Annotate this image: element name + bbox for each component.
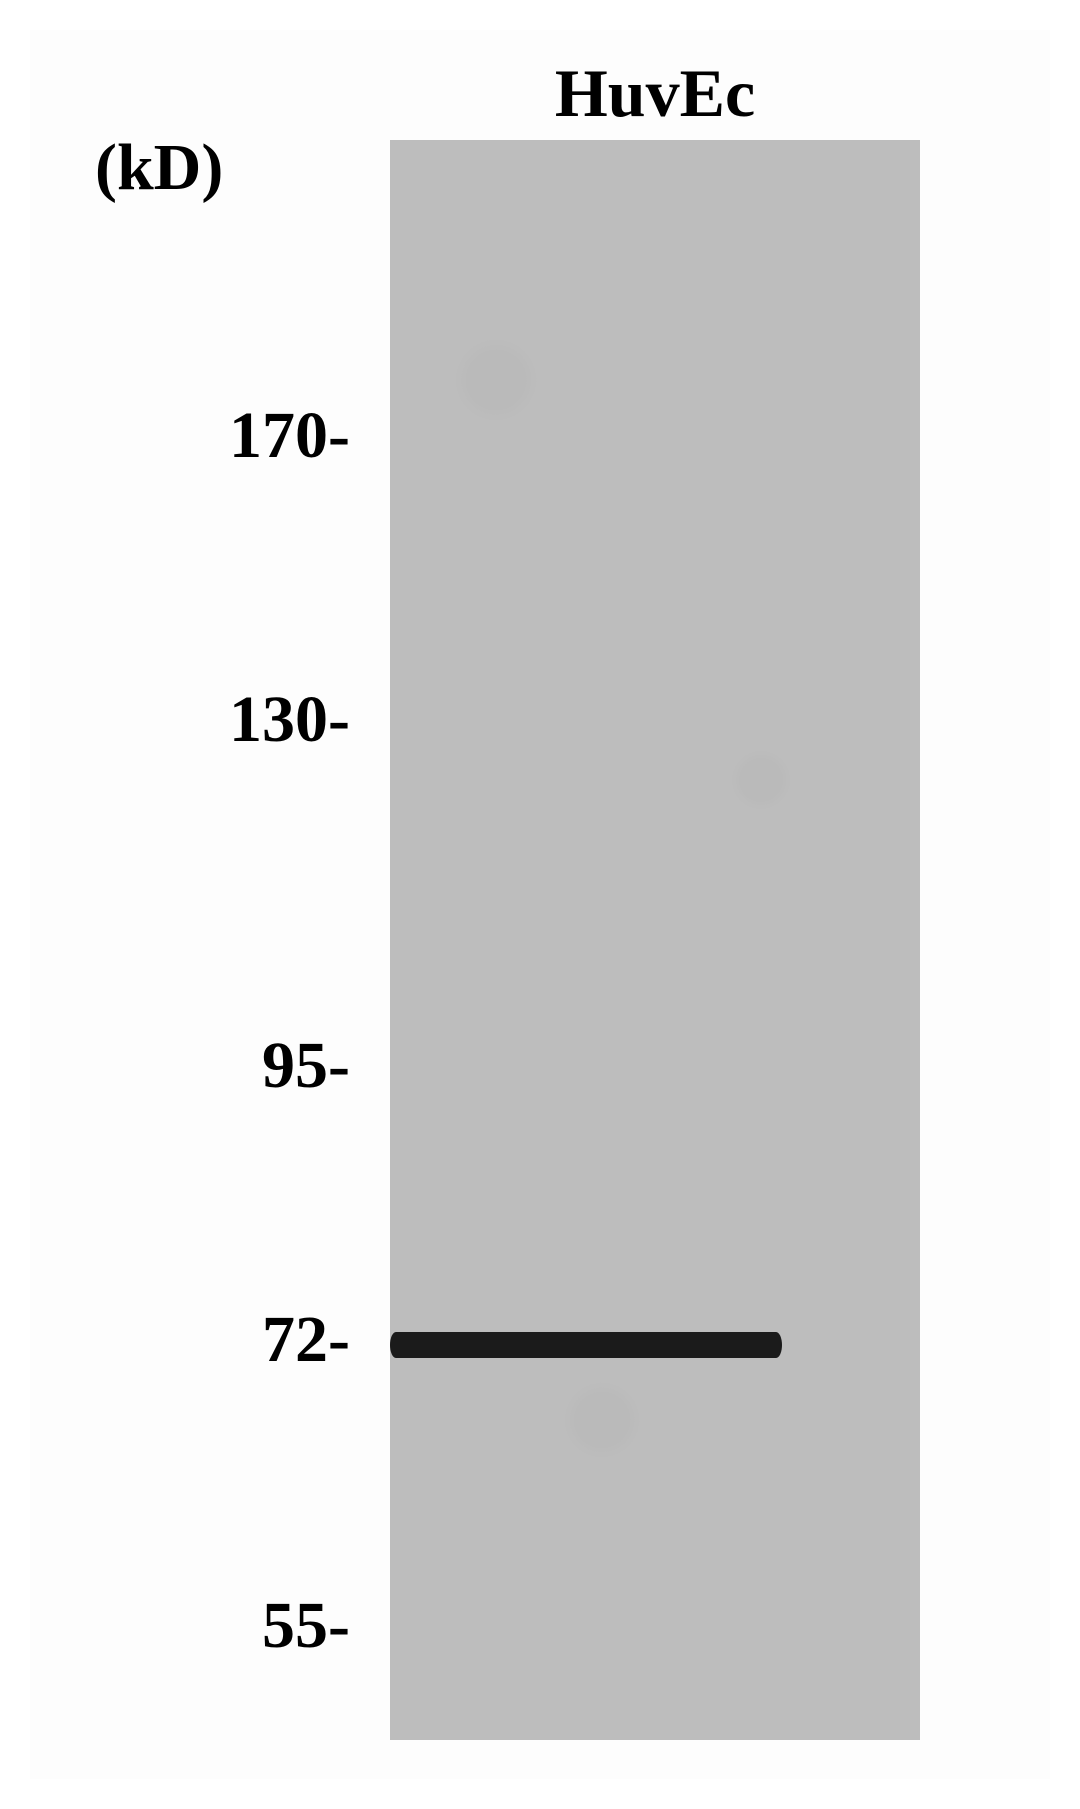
blot-figure: (kD) HuvEc 170- 130- 95- 72- 55-: [0, 0, 1080, 1809]
protein-band: [390, 1332, 782, 1358]
mw-marker: 55-: [0, 1588, 350, 1664]
mw-marker: 130-: [0, 682, 350, 758]
blot-lane: [390, 140, 920, 1740]
lane-title: HuvEc: [390, 54, 920, 133]
mw-marker: 170-: [0, 398, 350, 474]
axis-unit-label: (kD): [95, 130, 223, 206]
mw-marker: 95-: [0, 1028, 350, 1104]
mw-marker: 72-: [0, 1302, 350, 1378]
